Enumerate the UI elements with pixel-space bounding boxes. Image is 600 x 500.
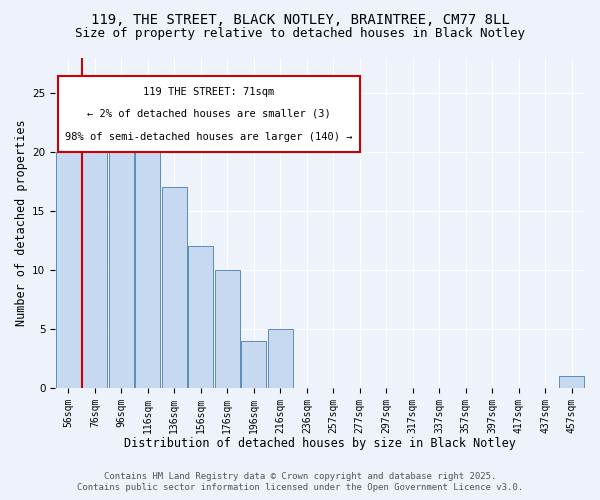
Bar	[188, 246, 214, 388]
Text: Size of property relative to detached houses in Black Notley: Size of property relative to detached ho…	[75, 28, 525, 40]
Y-axis label: Number of detached properties: Number of detached properties	[15, 120, 28, 326]
Bar	[241, 340, 266, 388]
Text: Contains HM Land Registry data © Crown copyright and database right 2025.
Contai: Contains HM Land Registry data © Crown c…	[77, 472, 523, 492]
Text: 119, THE STREET, BLACK NOTLEY, BRAINTREE, CM77 8LL: 119, THE STREET, BLACK NOTLEY, BRAINTREE…	[91, 12, 509, 26]
Bar	[82, 116, 107, 388]
Text: 119 THE STREET: 71sqm: 119 THE STREET: 71sqm	[143, 87, 274, 97]
Bar	[268, 329, 293, 388]
Bar	[56, 152, 81, 388]
X-axis label: Distribution of detached houses by size in Black Notley: Distribution of detached houses by size …	[124, 437, 516, 450]
Bar	[215, 270, 240, 388]
FancyBboxPatch shape	[58, 76, 360, 152]
Bar	[162, 188, 187, 388]
Text: 98% of semi-detached houses are larger (140) →: 98% of semi-detached houses are larger (…	[65, 132, 353, 142]
Bar	[109, 140, 134, 388]
Text: ← 2% of detached houses are smaller (3): ← 2% of detached houses are smaller (3)	[87, 108, 331, 118]
Bar	[135, 93, 160, 388]
Bar	[559, 376, 584, 388]
